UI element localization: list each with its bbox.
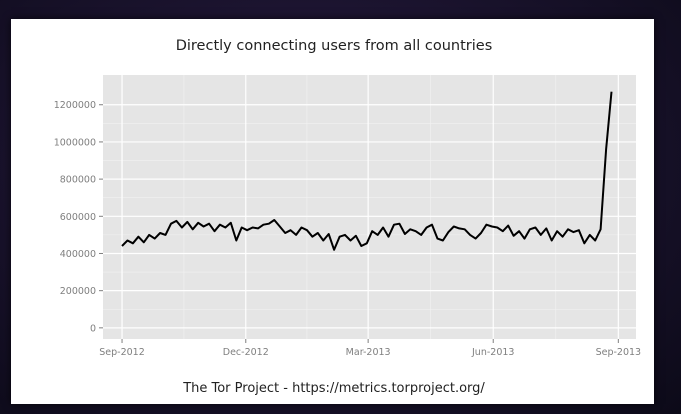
chart: Directly connecting users from all count…: [54, 38, 641, 396]
grid-major: [103, 75, 636, 339]
chart-title: Directly connecting users from all count…: [176, 38, 493, 54]
y-tick-label: 400000: [60, 249, 96, 260]
x-tick-label: Sep-2013: [596, 347, 642, 358]
x-tick-label: Jun-2013: [471, 347, 514, 358]
y-axis: 0 200000 400000 600000 800000 1000000 1200000: [54, 100, 103, 334]
y-tick-label: 600000: [60, 212, 96, 223]
y-tick-label: 0: [90, 323, 96, 334]
y-tick-label: 800000: [60, 175, 96, 186]
x-tick-label: Sep-2012: [99, 347, 145, 358]
y-tick-label: 200000: [60, 286, 96, 297]
chart-caption: The Tor Project - https://metrics.torpro…: [182, 381, 485, 396]
chart-card: Directly connecting users from all count…: [11, 19, 654, 404]
y-tick-label: 1200000: [54, 100, 96, 111]
x-tick-label: Dec-2012: [223, 347, 269, 358]
plot-panel: [103, 75, 636, 339]
series-line: [121, 91, 613, 251]
x-axis: Sep-2012 Dec-2012 Mar-2013 Jun-2013 Sep-2013: [99, 339, 641, 358]
y-tick-label: 1000000: [54, 137, 96, 148]
x-tick-label: Mar-2013: [346, 347, 391, 358]
series-group: [121, 91, 613, 251]
